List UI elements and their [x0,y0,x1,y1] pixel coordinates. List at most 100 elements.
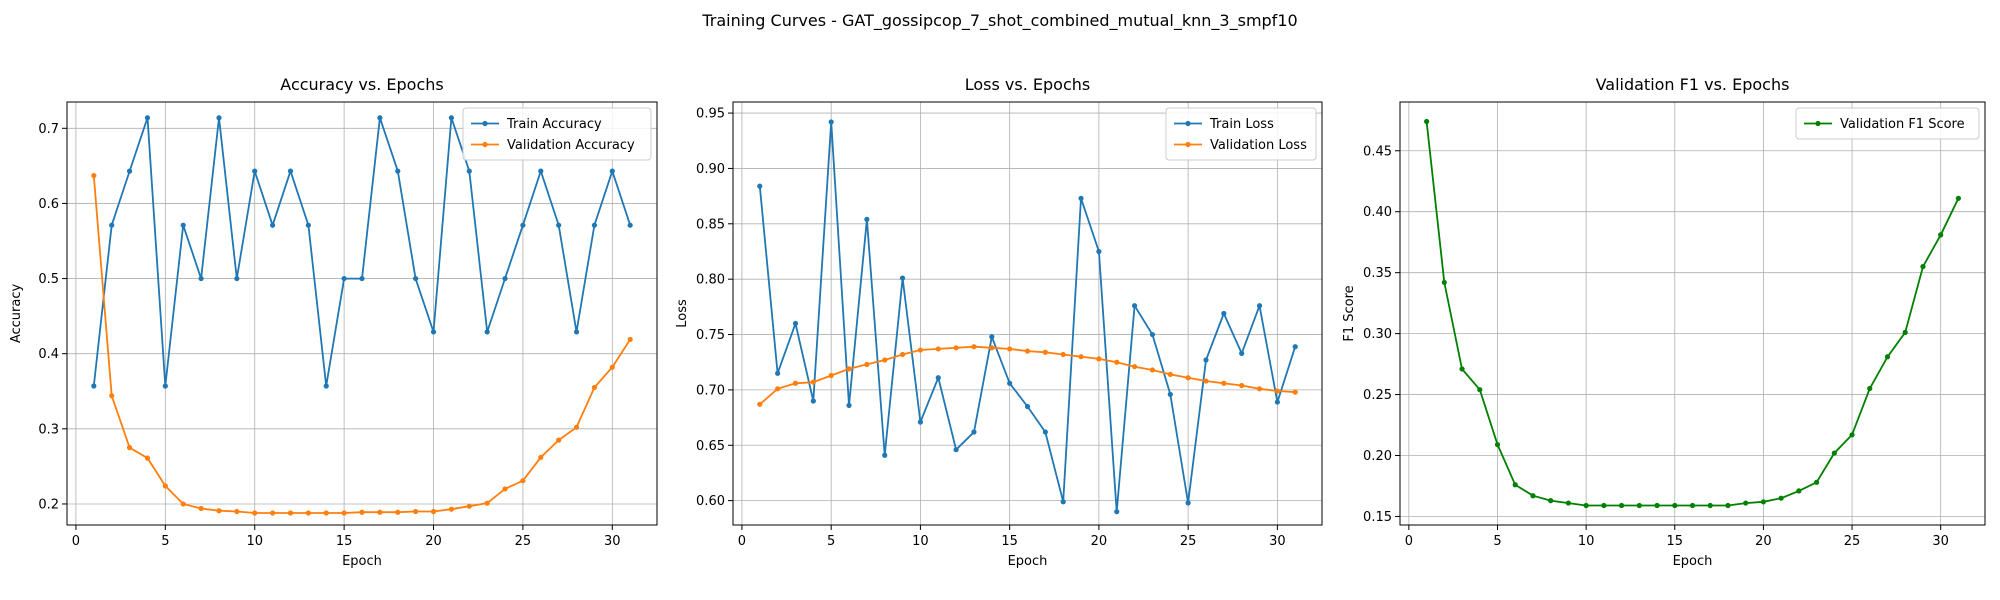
data-point [1078,354,1084,360]
x-tick-label: 25 [515,534,532,549]
data-point [448,115,454,121]
data-point [1024,403,1031,410]
data-point [413,275,419,282]
legend-swatch-marker [482,120,488,127]
x-tick-label: 5 [1493,534,1501,549]
x-tick-label: 20 [425,534,442,549]
axes-frame [1399,101,1986,526]
data-point [270,510,276,516]
data-point [828,372,834,379]
data-point [377,115,383,121]
data-point [180,222,186,228]
data-point [810,379,816,385]
x-axis-label: Epoch [342,554,382,569]
y-tick-label: 0.30 [1363,327,1392,342]
y-tick-label: 0.3 [38,422,59,437]
data-point [502,486,508,492]
y-axis-label: Loss [675,299,690,328]
data-point [1096,356,1102,362]
data-point [91,173,97,179]
chart-title: Loss vs. Epochs [965,75,1090,94]
legend-box [462,107,652,161]
data-point [1078,195,1084,201]
data-point [1185,375,1191,381]
data-point [1920,263,1926,270]
x-tick-label: 5 [827,534,835,549]
chart-panel-1: 0 5 10 15 20 25 30 0.2 0.3 0.4 0.5 0.6 0.7 Accuracy v… [9,75,658,569]
data-point [1114,359,1120,365]
data-point [1292,389,1298,395]
data-point [430,508,437,515]
data-point [1274,388,1280,394]
y-tick-label: 0.15 [1363,510,1392,525]
x-tick-label: 25 [1844,534,1861,549]
data-point [757,183,763,189]
data-point [252,510,258,516]
series-line-2 [92,175,631,514]
data-point [591,384,598,391]
data-point [1477,387,1483,393]
series-line-2 [759,345,1296,405]
data-point [1938,232,1944,238]
y-tick-label: 0.4 [38,347,59,362]
legend-label: Train Accuracy [506,117,602,132]
data-point [430,329,437,335]
figure-suptitle: Training Curves - GAT_gossipcop_7_shot_c… [701,11,1297,31]
chart-title: Accuracy vs. Epochs [280,75,443,94]
series-line-1 [1425,121,1960,507]
data-point [917,419,924,425]
data-point [109,222,115,228]
data-point [1565,500,1572,506]
data-point [792,320,799,327]
data-point [1203,378,1209,384]
data-point [1239,350,1245,356]
x-tick-label: 15 [336,534,353,549]
data-point [234,508,240,515]
x-tick-label: 0 [72,534,80,549]
data-point [1707,502,1713,509]
data-point [305,222,311,228]
data-point [126,445,133,451]
data-point [1131,364,1138,370]
legend-box [1165,107,1317,161]
data-point [1459,366,1465,372]
x-tick-label: 0 [738,534,746,549]
data-point [1024,348,1031,354]
data-point [971,344,977,350]
data-point [1689,502,1696,509]
data-point [609,168,615,174]
data-point [1149,331,1156,338]
data-point [1743,500,1749,506]
data-point [573,329,580,335]
data-point [1131,303,1138,309]
series-line-1 [758,121,1297,512]
x-tick-label: 5 [161,534,169,549]
legend-swatch-marker [1815,120,1821,127]
data-point [917,347,924,353]
data-point [591,222,598,228]
data-point [1796,488,1802,494]
legend-box [1795,107,1980,140]
data-point [270,222,276,228]
data-point [126,168,133,174]
data-point [899,275,906,281]
data-point [216,115,222,121]
data-point [1601,502,1607,509]
x-axis-label: Epoch [1673,554,1713,569]
data-point [1114,509,1120,515]
data-point [234,275,240,282]
data-point [846,402,852,409]
data-point [810,398,816,404]
data-point [1583,502,1589,509]
x-tick-label: 10 [246,534,263,549]
data-point [792,380,799,386]
data-point [757,401,763,407]
data-point [1725,502,1731,509]
data-point [109,393,115,399]
data-point [395,168,401,174]
data-point [609,364,615,370]
data-point [627,336,633,343]
data-point [144,455,151,461]
data-point [953,345,959,351]
data-point [1423,118,1430,125]
